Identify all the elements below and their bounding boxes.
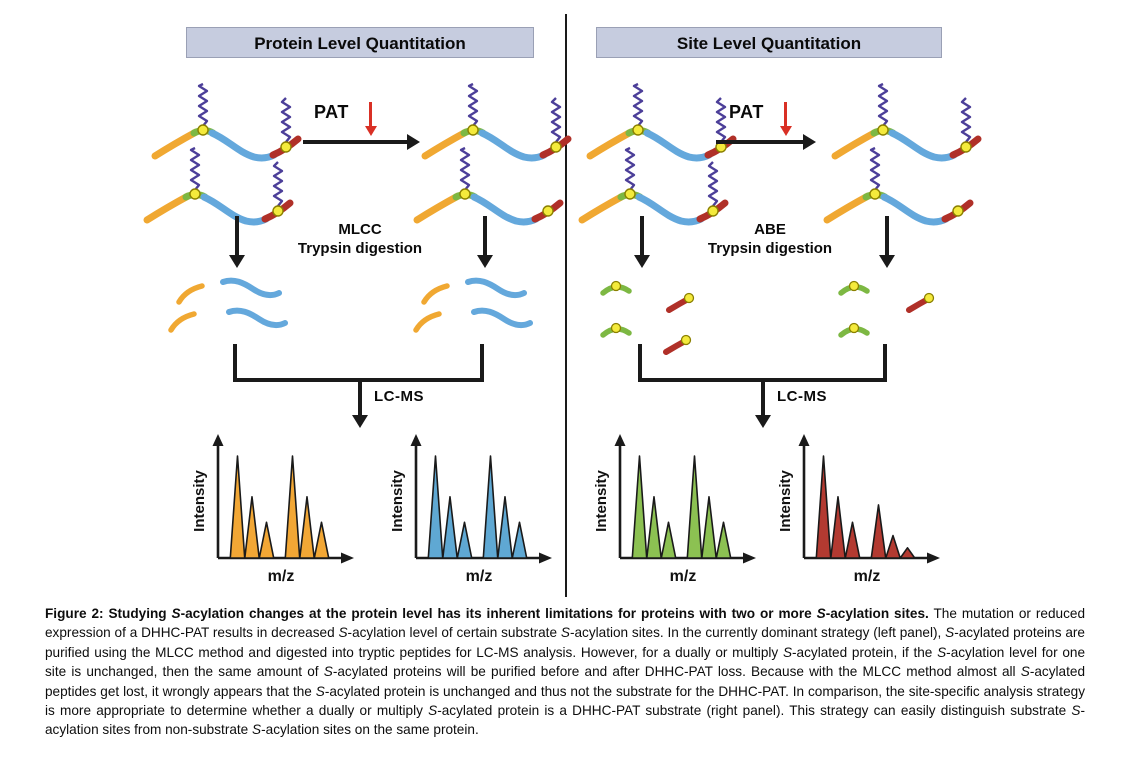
peptide-fragment-blue (465, 276, 527, 302)
caption-segment: S (338, 625, 348, 641)
svg-text:Intensity: Intensity (777, 470, 794, 532)
peptide-fragment-green-acylated (838, 319, 870, 341)
reaction-arrow-icon (716, 134, 816, 150)
digestion-enzyme: Trypsin digestion (297, 240, 423, 257)
lcms-arrow-icon (754, 382, 771, 428)
panel-divider (565, 14, 567, 597)
panel-title-site-level: Site Level Quantitation (596, 27, 942, 58)
digestion-method: MLCC (338, 221, 382, 238)
caption-segment: S (560, 625, 570, 641)
caption-segment: S (782, 644, 793, 660)
peptide-fragment-yellow (176, 281, 206, 307)
caption-segment: S (937, 644, 947, 660)
peptide-fragment-green-acylated (600, 319, 632, 341)
reaction-arrow-icon (303, 134, 420, 150)
caption-segment: S (428, 703, 438, 719)
mass-spectrum-green: Intensity m/z (593, 434, 756, 585)
protein-diagram (413, 146, 564, 226)
peptide-fragment-yellow (168, 309, 198, 335)
panel-title-protein-level: Protein Level Quantitation (186, 27, 534, 58)
caption-segment: S (323, 664, 333, 680)
pat-label: PAT (729, 102, 764, 122)
mass-spectrum-red: Intensity m/z (777, 434, 940, 585)
caption-segment: -acylated proteins are purified using th… (45, 625, 1085, 660)
caption-segment: -acylation level of certain substrate (347, 625, 561, 641)
peptide-fragment-green-acylated (838, 277, 870, 299)
svg-text:Intensity: Intensity (191, 470, 208, 532)
protein-diagram (831, 82, 982, 162)
protein-diagram (823, 146, 974, 226)
svg-text:m/z: m/z (670, 568, 697, 585)
bracket-stem (233, 344, 237, 382)
bracket-bar (638, 378, 887, 382)
protein-diagram (421, 82, 572, 162)
caption-segment: -acylated peptides get lost, it wrongly … (45, 664, 1086, 699)
pat-label: PAT (314, 102, 349, 122)
digestion-method: ABE (754, 221, 786, 238)
caption-segment: -acylation changes at the protein level … (180, 606, 817, 621)
caption-segment: S (315, 683, 325, 699)
protein-diagram (143, 146, 294, 226)
caption-segment: -acylation sites on the same protein. (261, 722, 479, 738)
protein-diagram (578, 146, 729, 226)
caption-segment: -acylation sites. (825, 606, 929, 621)
caption-segment: S (945, 625, 955, 641)
peptide-fragment-red-acylated (663, 333, 693, 357)
peptide-fragment-red-acylated (666, 291, 696, 315)
protein-diagram (151, 82, 302, 162)
peptide-fragment-yellow (421, 281, 451, 307)
peptide-fragment-green-acylated (600, 277, 632, 299)
caption-segment: S (171, 606, 181, 621)
digestion-arrow-icon (228, 216, 245, 268)
caption-segment: The mutation or reduced expression of a … (45, 606, 1085, 641)
svg-text:Intensity: Intensity (593, 470, 610, 532)
bracket-stem (480, 344, 484, 382)
digestion-arrow-icon (878, 216, 895, 268)
caption-segment: Figure 2: Studying (45, 606, 172, 621)
svg-text:m/z: m/z (854, 568, 881, 585)
digestion-enzyme: Trypsin digestion (707, 240, 833, 257)
digestion-label: MLCC Trypsin digestion (285, 220, 435, 258)
lcms-arrow-icon (351, 382, 368, 428)
caption-segment: S (252, 722, 262, 738)
bracket-stem (883, 344, 887, 382)
peptide-fragment-blue (220, 276, 282, 302)
pat-decrease-arrow-icon (362, 102, 379, 136)
peptide-fragment-red-acylated (906, 291, 936, 315)
peptide-fragment-blue (226, 306, 288, 332)
caption-segment: -acylated protein, if the (792, 644, 938, 660)
caption-segment: -acylation sites from non-substrate (45, 703, 1085, 738)
caption-segment: S (816, 606, 826, 621)
svg-text:m/z: m/z (268, 568, 295, 585)
caption-segment: -acylation level for one site is unchang… (45, 644, 1086, 680)
peptide-fragment-blue (471, 306, 533, 332)
protein-diagram (586, 82, 737, 162)
mass-spectrum-yellow: Intensity m/z (191, 434, 354, 585)
mass-spectrum-blue: Intensity m/z (389, 434, 552, 585)
peptide-fragment-yellow (413, 309, 443, 335)
figure-caption: Figure 2: Studying S-acylation changes a… (45, 604, 1085, 740)
bracket-stem (638, 344, 642, 382)
bracket-bar (233, 378, 484, 382)
lcms-label: LC-MS (374, 388, 424, 405)
svg-text:m/z: m/z (466, 568, 493, 585)
caption-segment: -acylated protein is a DHHC-PAT substrat… (437, 703, 1072, 719)
caption-segment: -acylated protein is unchanged and thus … (45, 683, 1085, 719)
caption-segment: S (1071, 703, 1081, 719)
digestion-arrow-icon (476, 216, 493, 268)
pat-decrease-arrow-icon (777, 102, 794, 136)
caption-segment: S (1020, 664, 1030, 680)
digestion-label: ABE Trypsin digestion (695, 220, 845, 258)
caption-segment: -acylated proteins will be purified befo… (332, 664, 1021, 680)
lcms-label: LC-MS (777, 388, 827, 405)
svg-text:Intensity: Intensity (389, 470, 406, 532)
digestion-arrow-icon (633, 216, 650, 268)
caption-segment: -acylation sites. In the currently domin… (569, 625, 946, 641)
